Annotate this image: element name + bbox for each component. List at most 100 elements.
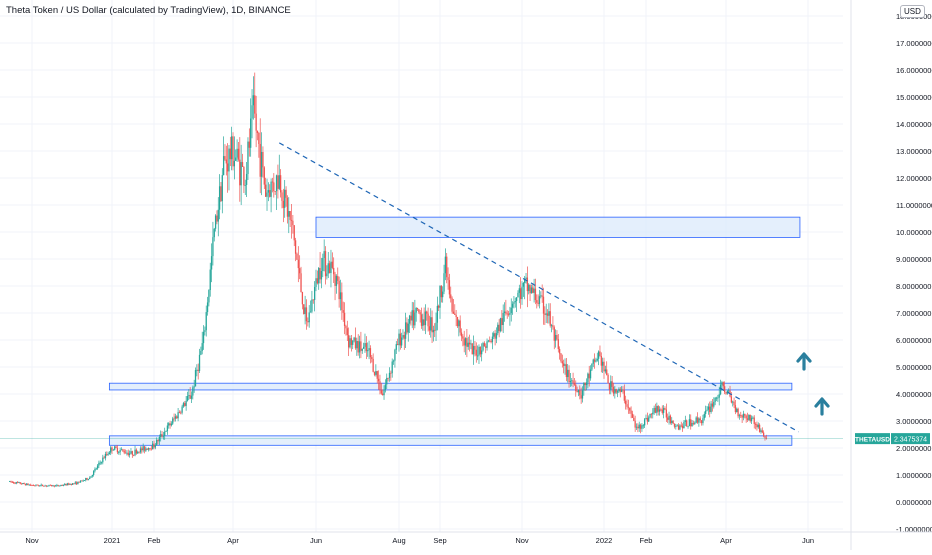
y-tick-label: 17.0000000 xyxy=(896,39,932,48)
candle-body xyxy=(471,343,473,355)
candle-body xyxy=(122,449,124,451)
candle-body xyxy=(90,476,92,478)
y-tick-label: 7.0000000 xyxy=(896,309,931,318)
candle-body xyxy=(458,320,460,327)
x-tick-label: Jun xyxy=(310,536,322,545)
candle-body xyxy=(319,268,321,280)
candle-body xyxy=(702,418,704,424)
candle-body xyxy=(312,299,314,301)
candle-body xyxy=(696,417,699,423)
candle-body xyxy=(18,482,20,484)
candle-body xyxy=(342,310,344,313)
candle-body xyxy=(102,457,104,463)
candle-body xyxy=(633,417,635,421)
trendline xyxy=(278,142,799,433)
candle-body xyxy=(267,190,270,193)
candle-body xyxy=(205,312,207,331)
candle-body xyxy=(510,307,512,314)
candle-body xyxy=(760,430,762,432)
candle-body xyxy=(24,484,27,486)
candle-body xyxy=(271,181,274,183)
candle-body xyxy=(524,278,526,283)
candle-body xyxy=(212,237,214,257)
candle-body xyxy=(112,449,115,451)
candle-body xyxy=(368,348,370,351)
candle-body xyxy=(495,333,498,339)
candle-body xyxy=(454,313,456,315)
candle-body xyxy=(375,371,377,375)
candle-body xyxy=(672,420,674,424)
candle-body xyxy=(738,415,741,417)
candle-body xyxy=(611,381,613,387)
candle-body xyxy=(200,350,202,355)
candle-body xyxy=(403,335,405,339)
candle-body xyxy=(673,423,676,427)
candle-body xyxy=(583,382,585,391)
candle-body xyxy=(634,420,636,428)
candle-body xyxy=(591,363,593,370)
candle-body xyxy=(45,485,48,487)
candle-body xyxy=(753,417,755,424)
candle-body xyxy=(489,340,491,342)
candle-body xyxy=(170,423,173,426)
candle-body xyxy=(714,397,716,402)
candle-body xyxy=(392,360,395,362)
candle-body xyxy=(111,447,113,451)
candle-body xyxy=(426,311,428,314)
candle-body xyxy=(70,483,72,485)
candle-body xyxy=(581,390,584,399)
candle-body xyxy=(564,364,566,366)
candle-body xyxy=(333,267,335,275)
candle-body xyxy=(57,485,59,486)
candle-body xyxy=(703,413,705,419)
candle-body xyxy=(151,443,154,450)
candle-body xyxy=(380,390,382,394)
candle-body xyxy=(459,320,461,333)
candle-body xyxy=(556,334,558,340)
candle-body xyxy=(182,403,185,407)
candle-body xyxy=(534,288,537,301)
candle-body xyxy=(178,412,181,414)
candle-body xyxy=(320,271,323,280)
candle-body xyxy=(404,322,407,339)
candle-body xyxy=(190,395,193,399)
candle-body xyxy=(341,292,343,311)
currency-badge[interactable]: USD xyxy=(900,5,925,18)
candle-body xyxy=(487,340,490,342)
candle-body xyxy=(387,377,389,379)
candle-body xyxy=(36,484,38,486)
candle-body xyxy=(460,332,463,337)
candle-body xyxy=(83,480,86,481)
candle-body xyxy=(281,192,283,201)
candle-body xyxy=(497,324,499,334)
x-tick-label: Sep xyxy=(433,536,446,545)
candle-body xyxy=(48,484,50,486)
candle-body xyxy=(26,483,28,486)
candle-body xyxy=(688,419,691,427)
candle-body xyxy=(627,406,630,408)
candle-body xyxy=(505,311,507,314)
candle-body xyxy=(376,371,378,379)
candle-body xyxy=(157,440,159,442)
candle-body xyxy=(31,485,33,486)
candle-body xyxy=(414,312,416,326)
candle-body xyxy=(184,403,186,406)
candle-body xyxy=(16,482,19,483)
candle-body xyxy=(169,423,171,426)
candle-body xyxy=(580,395,582,399)
candle-body xyxy=(328,263,331,274)
candle-body xyxy=(705,410,707,414)
candle-body xyxy=(713,401,715,407)
candle-body xyxy=(153,443,155,448)
candle-body xyxy=(252,95,255,106)
candle-body xyxy=(258,132,260,145)
candle-body xyxy=(648,417,650,422)
candle-body xyxy=(744,413,746,416)
candle-body xyxy=(588,373,590,379)
candle-body xyxy=(137,451,139,454)
candle-body xyxy=(133,454,135,456)
candle-body xyxy=(602,361,604,366)
y-tick-label: 8.0000000 xyxy=(896,282,931,291)
